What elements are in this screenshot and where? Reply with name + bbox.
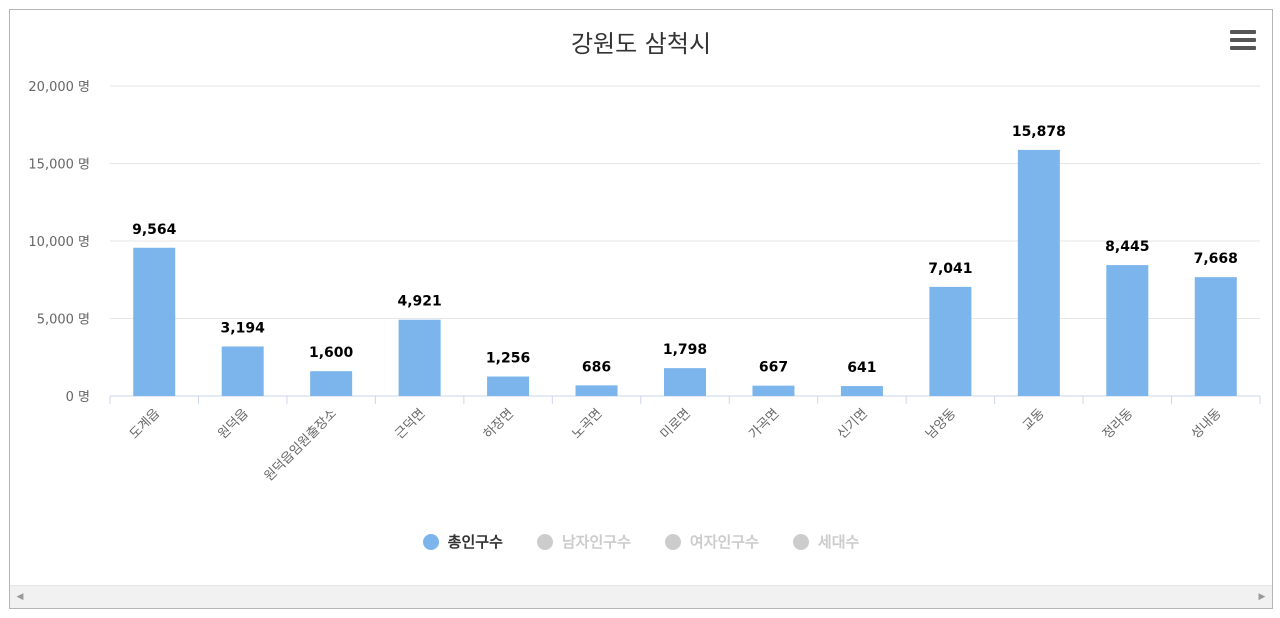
y-tick-label: 15,000 명 bbox=[28, 158, 90, 173]
x-tick-label: 남양동 bbox=[923, 406, 959, 442]
legend-label: 남자인구수 bbox=[561, 533, 631, 551]
bar[interactable] bbox=[752, 385, 795, 396]
data-label: 667 bbox=[759, 360, 788, 376]
bar[interactable] bbox=[929, 286, 972, 396]
x-tick-label: 가곡면 bbox=[746, 406, 782, 442]
data-label: 8,445 bbox=[1105, 239, 1149, 255]
bar[interactable] bbox=[487, 376, 530, 396]
x-tick-label: 정라동 bbox=[1100, 406, 1136, 442]
data-label: 4,921 bbox=[397, 294, 441, 310]
legend-item[interactable]: 여자인구수 bbox=[664, 531, 759, 552]
legend-marker bbox=[422, 533, 439, 550]
legend-marker bbox=[792, 533, 809, 550]
x-tick-label: 미로면 bbox=[658, 406, 694, 442]
horizontal-scrollbar[interactable]: ◀ ▶ bbox=[10, 585, 1272, 608]
legend-label: 여자인구수 bbox=[689, 533, 759, 551]
bar[interactable] bbox=[398, 319, 441, 396]
chart-container: 강원도 삼척시 0 명 5,000 명 10,000 명 15,000 명 20,000… bbox=[9, 9, 1273, 609]
data-label: 15,878 bbox=[1012, 124, 1066, 140]
x-tick-label: 교동 bbox=[1020, 406, 1048, 434]
data-label: 686 bbox=[582, 359, 611, 375]
bar[interactable] bbox=[664, 368, 706, 396]
chevron-left-icon[interactable]: ◀ bbox=[16, 592, 24, 602]
data-label: 1,256 bbox=[486, 351, 530, 367]
data-label: 641 bbox=[847, 360, 876, 376]
bar[interactable] bbox=[1194, 277, 1237, 396]
y-tick-label: 20,000 명 bbox=[28, 80, 90, 95]
x-tick-label: 도계읍 bbox=[127, 406, 163, 442]
y-tick-label: 5,000 명 bbox=[37, 313, 90, 328]
x-tick-label: 신기면 bbox=[835, 406, 871, 442]
legend-label: 세대수 bbox=[817, 533, 860, 551]
legend-marker bbox=[536, 533, 553, 550]
data-label: 1,600 bbox=[309, 345, 354, 361]
hamburger-menu-icon[interactable] bbox=[1230, 30, 1256, 54]
data-label: 7,041 bbox=[928, 261, 972, 277]
bar[interactable] bbox=[133, 247, 176, 396]
chart-legend: 총인구수 남자인구수 여자인구수 세대수 bbox=[10, 531, 1272, 552]
chart-title: 강원도 삼척시 bbox=[570, 30, 712, 58]
bar[interactable] bbox=[310, 371, 353, 396]
bar[interactable] bbox=[1106, 265, 1149, 396]
x-tick-label: 하장면 bbox=[481, 406, 517, 442]
x-tick-label: 성내동 bbox=[1189, 406, 1225, 442]
x-tick-label: 노곡면 bbox=[569, 406, 605, 442]
x-tick-label: 원덕읍임원출장소 bbox=[262, 406, 340, 484]
data-label: 9,564 bbox=[132, 222, 177, 238]
legend-marker bbox=[664, 533, 681, 550]
data-label: 7,668 bbox=[1194, 251, 1238, 267]
data-label: 3,194 bbox=[221, 320, 266, 336]
bar-chart: 0 명 5,000 명 10,000 명 15,000 명 20,000 명 9,564 도… bbox=[28, 80, 1261, 484]
data-label: 1,798 bbox=[663, 342, 707, 358]
y-tick-label: 10,000 명 bbox=[28, 235, 90, 250]
y-tick-label: 0 명 bbox=[66, 390, 90, 405]
bar[interactable] bbox=[1017, 149, 1060, 396]
legend-label: 총인구수 bbox=[447, 533, 503, 551]
chevron-right-icon[interactable]: ▶ bbox=[1258, 592, 1266, 602]
legend-item[interactable]: 세대수 bbox=[792, 531, 860, 552]
bar[interactable] bbox=[840, 386, 883, 396]
bar[interactable] bbox=[221, 346, 264, 396]
legend-item[interactable]: 남자인구수 bbox=[536, 531, 631, 552]
x-tick-label: 원덕읍 bbox=[216, 406, 252, 442]
bar[interactable] bbox=[575, 385, 618, 396]
legend-item[interactable]: 총인구수 bbox=[422, 531, 503, 552]
x-tick-label: 근덕면 bbox=[392, 406, 428, 442]
